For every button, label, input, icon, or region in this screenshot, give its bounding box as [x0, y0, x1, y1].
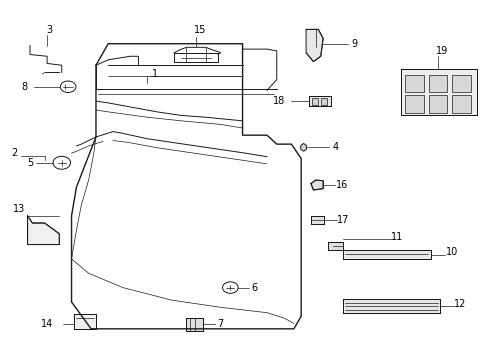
Text: 11: 11	[392, 232, 404, 242]
Polygon shape	[311, 216, 324, 224]
Text: 8: 8	[21, 82, 27, 92]
Polygon shape	[343, 299, 441, 314]
Polygon shape	[343, 250, 431, 259]
Polygon shape	[429, 95, 447, 113]
Polygon shape	[313, 98, 318, 105]
Polygon shape	[306, 30, 323, 62]
Polygon shape	[311, 180, 323, 190]
Polygon shape	[321, 98, 327, 105]
Text: 13: 13	[13, 204, 25, 215]
Polygon shape	[309, 96, 331, 107]
Text: 6: 6	[252, 283, 258, 293]
Text: 16: 16	[336, 180, 348, 190]
Text: 17: 17	[337, 215, 349, 225]
Polygon shape	[429, 75, 447, 92]
Polygon shape	[405, 75, 424, 92]
Text: 5: 5	[27, 158, 33, 168]
Polygon shape	[74, 314, 96, 329]
Text: 1: 1	[151, 69, 158, 79]
Polygon shape	[401, 69, 477, 116]
Polygon shape	[186, 318, 203, 330]
Polygon shape	[405, 95, 424, 113]
Text: 4: 4	[332, 142, 339, 152]
Text: 7: 7	[218, 319, 224, 329]
Text: 15: 15	[194, 25, 206, 35]
Polygon shape	[301, 143, 307, 151]
Text: 9: 9	[351, 40, 358, 49]
Polygon shape	[328, 242, 343, 250]
Polygon shape	[27, 216, 59, 244]
Text: 3: 3	[47, 25, 52, 35]
Text: 10: 10	[445, 247, 458, 257]
Text: 19: 19	[436, 46, 448, 56]
Polygon shape	[452, 75, 471, 92]
Text: 18: 18	[273, 96, 285, 106]
Text: 14: 14	[41, 319, 53, 329]
Text: 2: 2	[11, 148, 18, 158]
Text: 12: 12	[454, 299, 466, 309]
Polygon shape	[452, 95, 471, 113]
